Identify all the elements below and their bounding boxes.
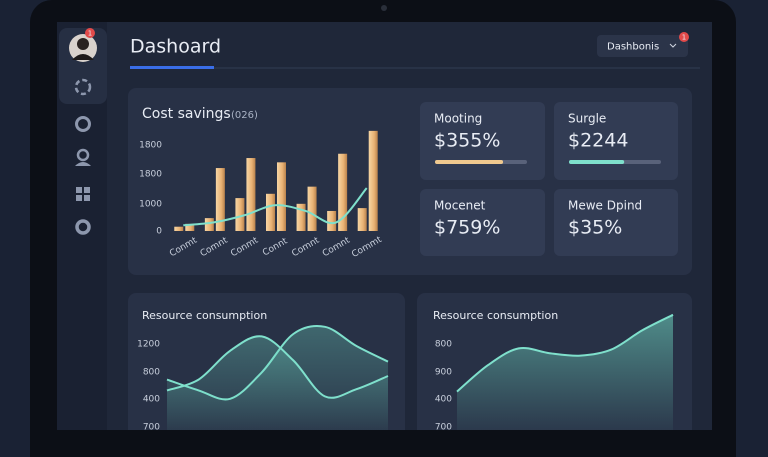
avatar-body — [72, 54, 94, 60]
nav-icon — [75, 162, 91, 166]
progress-fill — [435, 160, 504, 164]
bar — [357, 208, 367, 231]
bezel-bottom — [30, 430, 736, 457]
line — [183, 187, 368, 227]
kpi-value: $2244 — [568, 130, 628, 152]
chevron — [669, 43, 677, 48]
bar — [204, 218, 214, 231]
kpi-label: Mewe Dpind — [568, 199, 642, 213]
y-tick-label: 1800 — [139, 170, 162, 180]
y-tick-label: 700 — [143, 423, 160, 433]
header-badge-text: 1 — [682, 34, 686, 42]
y-tick-label: 400 — [435, 395, 452, 405]
y-tick-label: 1000 — [139, 200, 162, 210]
y-tick-label: 900 — [435, 368, 452, 378]
bar — [174, 226, 184, 231]
nav-icon[interactable] — [76, 187, 90, 201]
bar — [266, 193, 275, 231]
area — [167, 336, 388, 430]
avatar-badge — [85, 28, 95, 38]
page-title: Dashoard — [130, 36, 221, 58]
y-tick-label: 0 — [156, 227, 162, 237]
bar — [185, 223, 195, 231]
header-badge — [679, 32, 689, 42]
nav-icon[interactable] — [75, 219, 91, 235]
y-tick-label: 400 — [143, 395, 160, 405]
nav-icon[interactable] — [76, 148, 90, 162]
header-button[interactable] — [597, 35, 688, 57]
kpi-card — [554, 189, 678, 256]
chart-title: Resource consumption — [142, 309, 267, 322]
title-underline — [130, 66, 214, 69]
line — [166, 335, 389, 399]
camera — [381, 5, 387, 11]
avatar-badge-text: 1 — [88, 30, 92, 38]
kpi-value: $759% — [434, 217, 500, 239]
kpi-value: $35% — [568, 217, 622, 239]
kpi-label: Mooting — [434, 112, 482, 126]
bar — [215, 168, 225, 231]
y-tick-label: 700 — [435, 423, 452, 433]
header-button-text: Dashbonis — [607, 42, 659, 53]
avatar-head — [77, 38, 89, 50]
line — [456, 313, 674, 393]
bar — [327, 210, 337, 231]
nav-icon[interactable] — [75, 116, 91, 132]
area — [457, 314, 673, 430]
y-tick-label: 1800 — [139, 141, 162, 151]
y-tick-label: 1200 — [137, 340, 160, 350]
bar — [235, 198, 245, 231]
bar — [296, 203, 306, 231]
kpi-card — [420, 189, 545, 256]
kpi-label: Mocenet — [434, 199, 486, 213]
y-tick-label: 800 — [143, 368, 160, 378]
progress-fill — [569, 160, 625, 164]
bar — [368, 130, 378, 231]
nav-icon[interactable] — [74, 78, 92, 96]
chart-subtitle: (026) — [231, 110, 258, 121]
y-tick-label: 800 — [435, 340, 452, 350]
bar — [338, 153, 348, 231]
kpi-value: $355% — [434, 130, 500, 152]
kpi-label: Surgle — [568, 112, 606, 126]
bar — [246, 158, 256, 231]
chart-title: Resource consumption — [433, 309, 558, 322]
bar — [307, 186, 317, 231]
bar — [277, 162, 286, 231]
chart-title: Cost savings — [142, 106, 231, 122]
